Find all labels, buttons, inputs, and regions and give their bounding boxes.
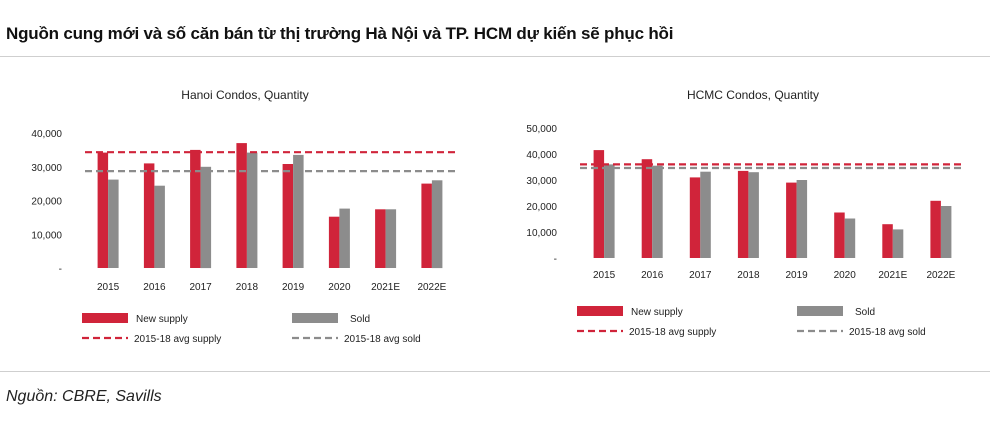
y-tick-label: 10,000 [31, 230, 62, 241]
x-tick-label: 2017 [189, 282, 212, 293]
new-supply-bar [834, 212, 845, 258]
sold-bar [200, 166, 212, 269]
new-supply-bar [641, 159, 653, 258]
x-tick-label: 2021E [371, 282, 400, 293]
new-supply-bar [593, 150, 605, 258]
new-supply-bar [421, 183, 432, 268]
sold-bar [796, 180, 808, 258]
sold-bar [604, 164, 615, 258]
new-supply-bar [375, 209, 386, 268]
x-tick-label: 2022E [926, 270, 955, 281]
new-supply-bar [143, 163, 155, 268]
y-tick-label: 40,000 [526, 150, 557, 161]
sold-bar [108, 179, 119, 268]
sold-bar [940, 206, 952, 258]
sold-bar [339, 208, 350, 268]
y-tick-label: 20,000 [526, 202, 557, 213]
sold-bar [293, 154, 304, 268]
x-tick-label: 2018 [737, 270, 760, 281]
y-tick-label: 30,000 [526, 176, 557, 187]
legend-avg-sold-label: 2015-18 avg sold [344, 334, 421, 345]
x-tick-label: 2015 [97, 282, 120, 293]
new-supply-bar [882, 224, 893, 258]
x-tick-label: 2019 [785, 270, 808, 281]
x-tick-label: 2018 [236, 282, 259, 293]
new-supply-bar [737, 170, 749, 258]
source-note: Nguồn: CBRE, Savills [6, 388, 162, 405]
y-tick-label: 10,000 [526, 228, 557, 239]
legend-new-supply-label: New supply [631, 307, 683, 318]
sold-bar [652, 165, 663, 258]
legend-sold-swatch [292, 313, 338, 323]
sold-bar [892, 229, 904, 258]
x-tick-label: 2021E [878, 270, 907, 281]
bottom-divider [0, 371, 990, 372]
sold-bar [748, 172, 759, 258]
x-tick-label: 2015 [593, 270, 616, 281]
new-supply-bar [328, 216, 340, 268]
legend-avg-supply-label: 2015-18 avg supply [629, 327, 716, 338]
new-supply-bar [930, 200, 941, 258]
new-supply-bar [786, 182, 797, 258]
y-tick-label: 30,000 [31, 163, 62, 174]
sold-bar [246, 152, 258, 268]
new-supply-bar [689, 177, 701, 258]
sold-bar [431, 180, 443, 269]
legend-new-supply-label: New supply [136, 314, 188, 325]
y-tick-label: 50,000 [526, 124, 557, 135]
sold-bar [700, 171, 711, 258]
sold-bar [844, 218, 856, 258]
legend-sold-label: Sold [855, 307, 875, 318]
legend-avg-sold-label: 2015-18 avg sold [849, 327, 926, 338]
x-tick-label: 2022E [417, 282, 446, 293]
legend-sold-swatch [797, 306, 843, 316]
new-supply-bar [236, 143, 247, 268]
x-tick-label: 2016 [143, 282, 166, 293]
page-title: Nguồn cung mới và số căn bán từ thị trườ… [6, 24, 674, 43]
y-tick-label: 20,000 [31, 197, 62, 208]
x-tick-label: 2020 [328, 282, 351, 293]
legend-new-supply-swatch [82, 313, 128, 323]
x-tick-label: 2019 [282, 282, 305, 293]
chart-title: HCMC Condos, Quantity [687, 88, 819, 102]
y-tick-label: - [59, 264, 62, 275]
new-supply-bar [190, 149, 201, 268]
x-tick-label: 2016 [641, 270, 664, 281]
y-tick-label: 40,000 [31, 129, 62, 140]
legend-avg-supply-label: 2015-18 avg supply [134, 334, 221, 345]
hcmc-condos-chart: HCMC Condos, Quantity - 10,000 20,000 30,000… [526, 88, 965, 338]
chart-title: Hanoi Condos, Quantity [181, 88, 308, 102]
hanoi-condos-chart: Hanoi Condos, Quantity - 10,000 20,000 30,00… [31, 88, 455, 345]
sold-bar [154, 185, 165, 268]
y-tick-label: - [554, 254, 557, 265]
top-divider [0, 56, 990, 57]
legend-sold-label: Sold [350, 314, 370, 325]
new-supply-bar [282, 164, 294, 268]
x-tick-label: 2020 [834, 270, 857, 281]
legend-new-supply-swatch [577, 306, 623, 316]
x-tick-label: 2017 [689, 270, 712, 281]
new-supply-bar [97, 152, 109, 268]
sold-bar [385, 209, 397, 268]
